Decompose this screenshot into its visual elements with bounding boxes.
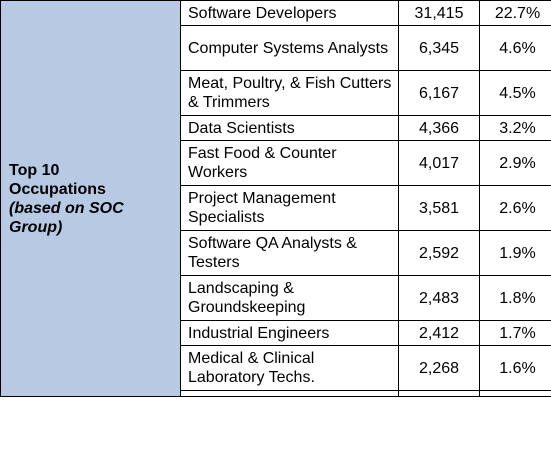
table-row: Fast Food & Counter Workers 4,017 2.9%: [1, 140, 551, 186]
empty-cell: [479, 390, 551, 397]
table-row: Landscaping & Groundskeeping 2,483 1.8%: [1, 275, 551, 321]
occupation-cell: Software QA Analysts & Testers: [180, 230, 399, 276]
percent-cell: 1.9%: [479, 230, 551, 276]
top-occupations-table: Top 10 Occupations (based on SOC Group) …: [0, 0, 551, 397]
occupation-cell: Meat, Poultry, & Fish Cutters & Trimmers: [180, 70, 399, 116]
table-row: Top 10 Occupations (based on SOC Group) …: [0, 0, 551, 397]
occupation-cell: Medical & Clinical Laboratory Techs.: [180, 345, 399, 391]
count-cell: 3,581: [398, 185, 480, 231]
count-cell: 4,366: [398, 115, 480, 141]
percent-cell: 3.2%: [479, 115, 551, 141]
table-row: Software QA Analysts & Testers 2,592 1.9…: [1, 230, 551, 276]
table-row: Industrial Engineers 2,412 1.7%: [1, 320, 551, 346]
count-cell: 4,017: [398, 140, 480, 186]
label-line-2: Occupations: [9, 180, 106, 198]
occupation-cell: Landscaping & Groundskeeping: [180, 275, 399, 321]
occupation-cell: Fast Food & Counter Workers: [180, 140, 399, 186]
table-edge-row: [1, 390, 551, 397]
occupation-cell: Computer Systems Analysts: [180, 25, 399, 71]
label-line-3: (based on SOC Group): [9, 199, 124, 236]
count-cell: 2,412: [398, 320, 480, 346]
percent-cell: 4.5%: [479, 70, 551, 116]
count-cell: 2,268: [398, 345, 480, 391]
table-row: Medical & Clinical Laboratory Techs. 2,2…: [1, 345, 551, 391]
table-row: Project Management Specialists 3,581 2.6…: [1, 185, 551, 231]
percent-cell: 4.6%: [479, 25, 551, 71]
percent-cell: 22.7%: [479, 0, 551, 26]
occupation-cell: Project Management Specialists: [180, 185, 399, 231]
count-cell: 6,345: [398, 25, 480, 71]
percent-cell: 1.7%: [479, 320, 551, 346]
count-cell: 2,592: [398, 230, 480, 276]
count-cell: 6,167: [398, 70, 480, 116]
occupation-cell: Data Scientists: [180, 115, 399, 141]
percent-cell: 1.6%: [479, 345, 551, 391]
row-group-label: Top 10 Occupations (based on SOC Group): [0, 0, 181, 397]
percent-cell: 2.6%: [479, 185, 551, 231]
empty-cell: [180, 390, 399, 397]
count-cell: 2,483: [398, 275, 480, 321]
occupation-cell: Industrial Engineers: [180, 320, 399, 346]
count-cell: 31,415: [398, 0, 480, 26]
occupation-cell: Software Developers: [180, 0, 399, 26]
table-row: Meat, Poultry, & Fish Cutters & Trimmers…: [1, 70, 551, 116]
percent-cell: 2.9%: [479, 140, 551, 186]
empty-cell: [398, 390, 480, 397]
label-line-1: Top 10: [9, 161, 60, 179]
percent-cell: 1.8%: [479, 275, 551, 321]
